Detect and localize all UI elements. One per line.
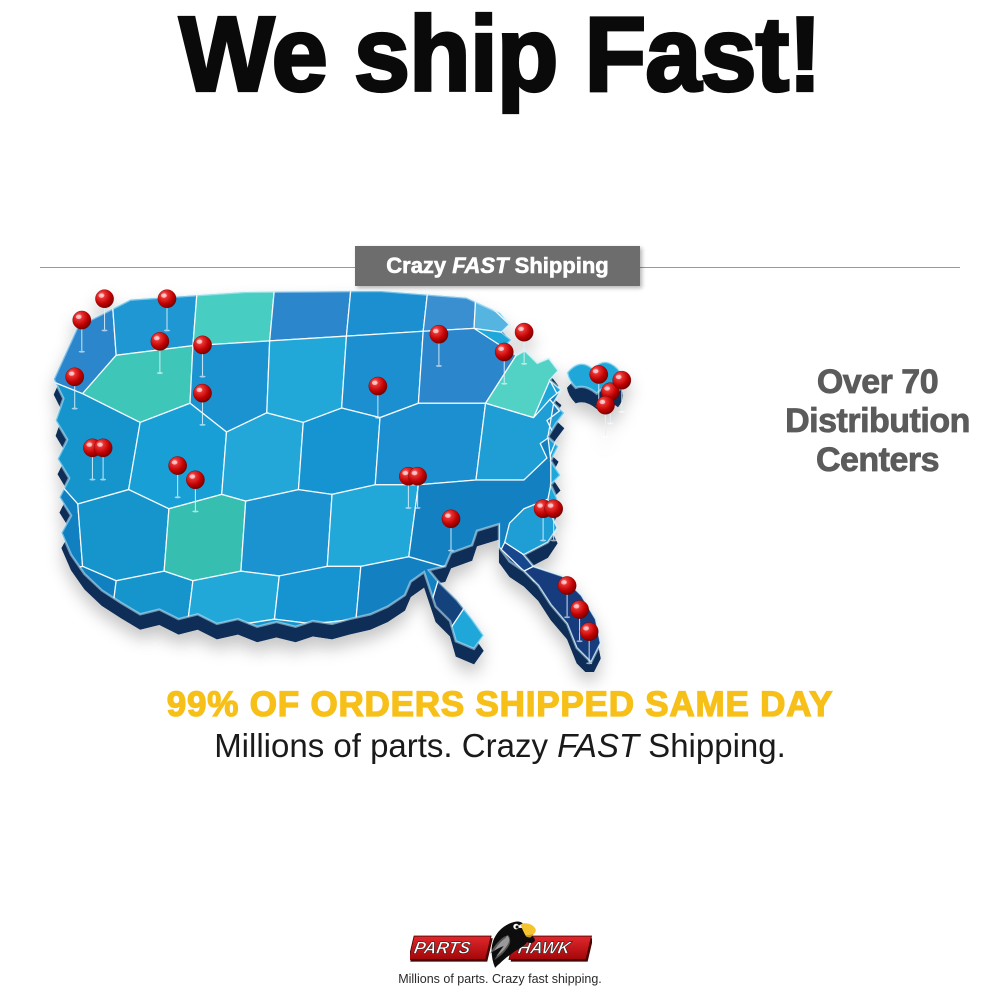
svg-text:PARTS: PARTS — [413, 937, 473, 957]
